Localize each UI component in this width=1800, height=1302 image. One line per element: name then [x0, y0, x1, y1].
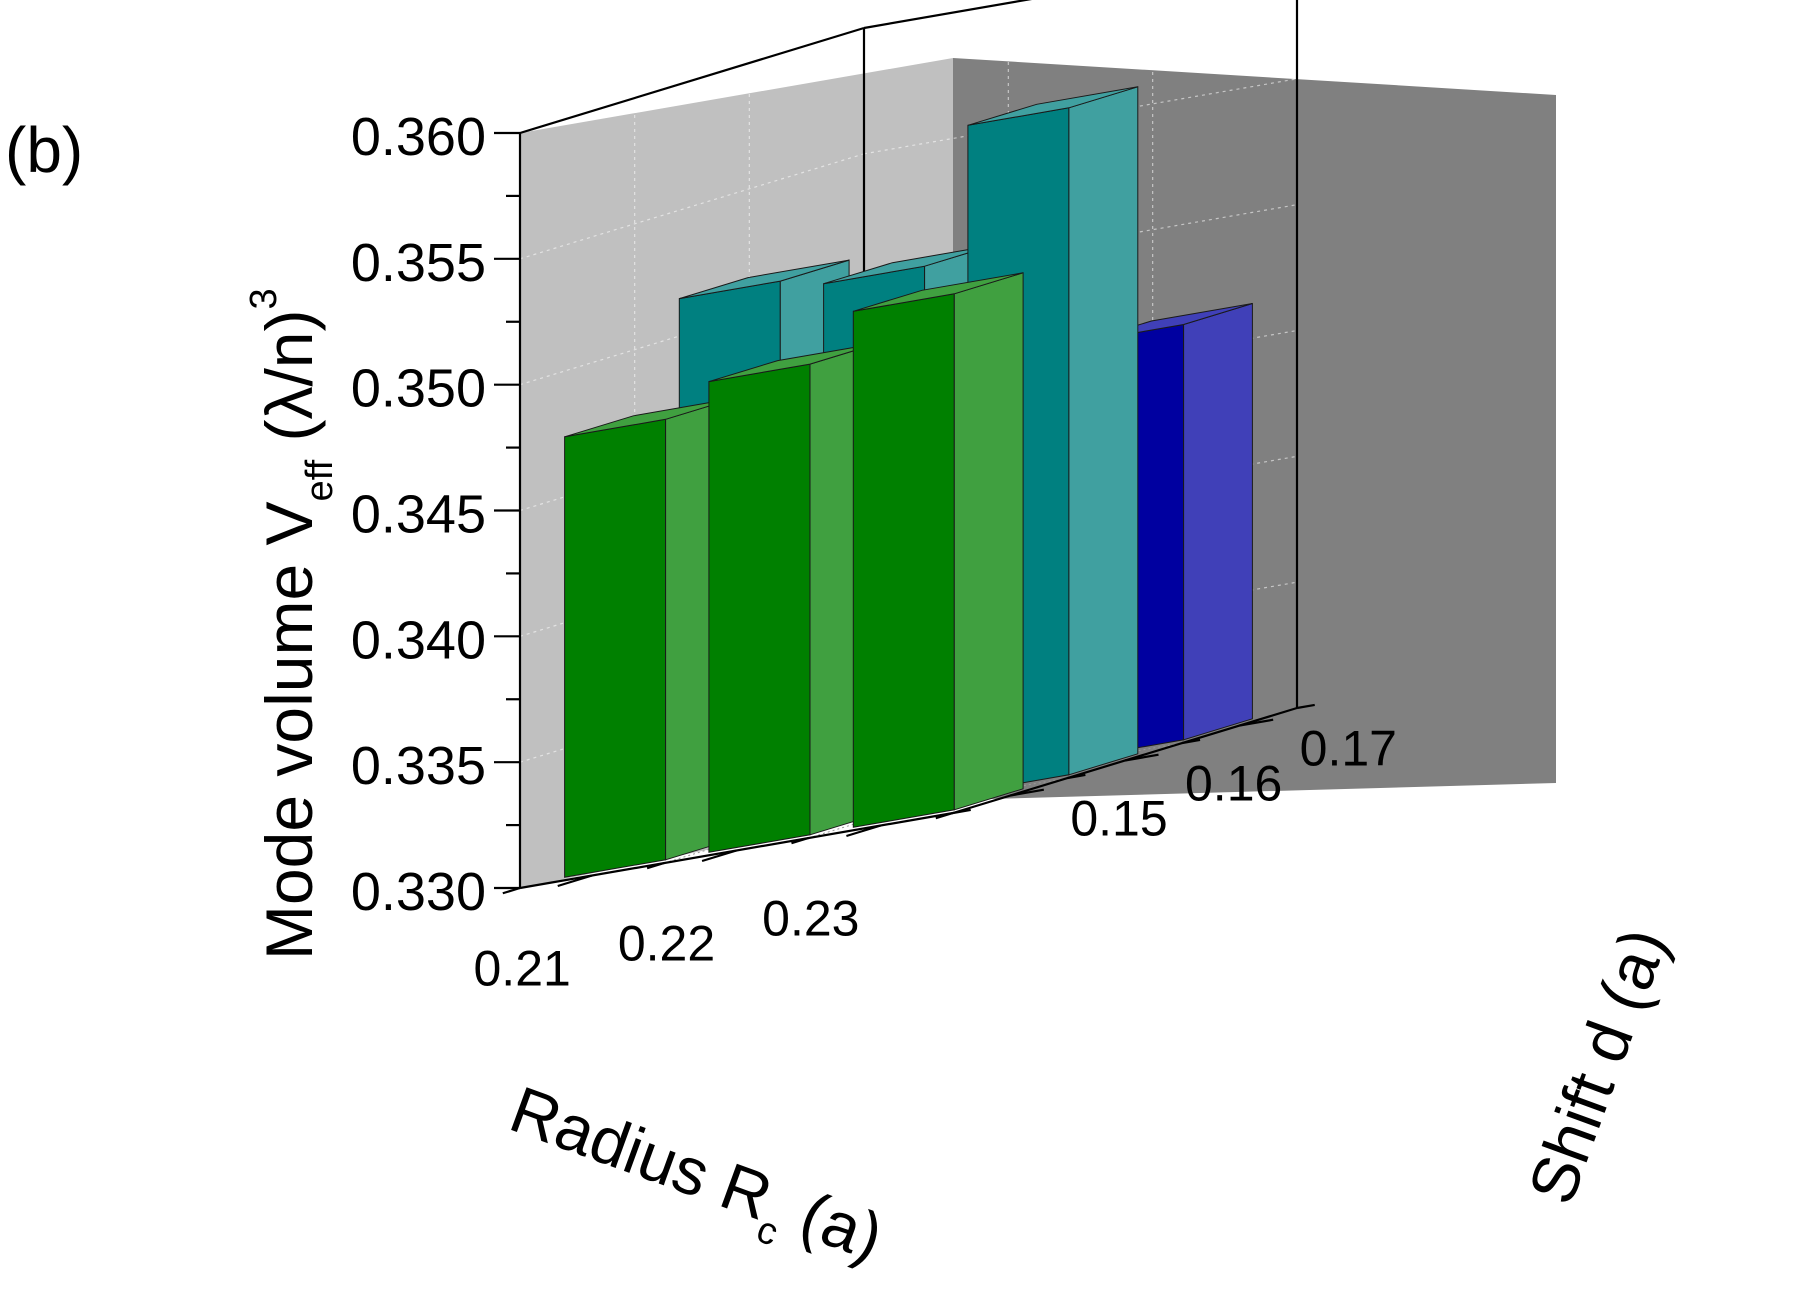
ticks-group: 0.330 0.335 0.340 0.345 0.350 0.355 0.360 0.21 0…	[351, 107, 1397, 997]
x-tick	[557, 874, 593, 888]
y-tick	[1010, 788, 1045, 797]
x-tick	[646, 861, 665, 870]
bar-top-face	[679, 259, 850, 300]
z-tick-label: 0.360	[351, 107, 486, 167]
x-tick	[502, 886, 521, 895]
x-tick	[846, 824, 882, 838]
z-tick-label: 0.355	[351, 233, 486, 293]
y-tick-label: 0.17	[1300, 721, 1397, 777]
bar-side-face	[1183, 302, 1253, 741]
x-tick	[791, 836, 809, 845]
bar-front-face	[564, 418, 667, 878]
x-tick	[935, 811, 954, 820]
bar-front-face	[852, 293, 955, 828]
bars-group	[564, 86, 1253, 878]
x-axis-label: Radius Rc (a)	[496, 1072, 892, 1289]
y-tick-label: 0.16	[1185, 756, 1282, 812]
z-tick-label: 0.330	[351, 862, 486, 922]
x-tick-label: 0.23	[762, 891, 859, 947]
x-tick-label: 0.21	[474, 941, 571, 997]
left-wall-top-edge	[519, 26, 865, 135]
y-tick	[1182, 738, 1201, 745]
z-tick-label: 0.340	[351, 610, 486, 670]
z-axis-label-main: Mode volume V	[252, 501, 326, 960]
z-axis-label: Mode volume Veff (λ/n)3	[243, 288, 341, 960]
y-axis-label: Shift d (a)	[1514, 919, 1681, 1213]
y-tick	[1239, 718, 1274, 727]
z-tick-label: 0.335	[351, 736, 486, 796]
bar-top-face	[853, 272, 1024, 312]
back-wall-top-edge	[863, 0, 1033, 30]
x-axis-label-tail: (a)	[774, 1171, 892, 1274]
bar-side-face	[1068, 86, 1139, 776]
panel-label: (b)	[5, 114, 83, 186]
y-tick	[1067, 773, 1086, 780]
y-tick	[1296, 703, 1315, 710]
x-tick-label: 0.22	[618, 916, 715, 972]
z-axis-label-sup: 3	[243, 288, 285, 309]
bar-top-face	[967, 86, 1138, 126]
z-axis-label-tail: (λ/n)	[252, 310, 326, 460]
bar-0.23-0.15	[852, 272, 1024, 828]
x-tick	[701, 849, 737, 863]
z-tick-label: 0.345	[351, 485, 486, 545]
y-tick-label: 0.15	[1070, 791, 1167, 847]
z-tick-label: 0.350	[351, 359, 486, 419]
bar-side-face	[953, 272, 1024, 811]
y-tick	[1124, 753, 1159, 762]
x-axis-label-main: Radius R	[501, 1072, 781, 1234]
y-tick	[952, 808, 971, 815]
z-axis-label-sub: eff	[299, 459, 341, 501]
bar-front-face	[708, 363, 811, 853]
